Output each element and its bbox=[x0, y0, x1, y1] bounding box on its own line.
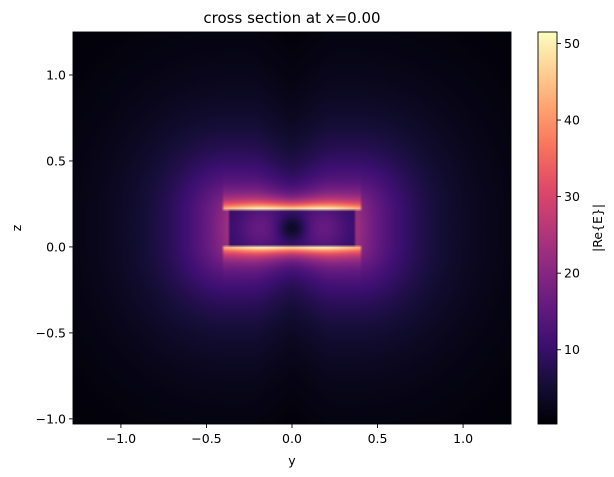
y-tick-label: 0.5 bbox=[46, 153, 66, 168]
colorbar-tick-label: 10 bbox=[564, 342, 580, 357]
x-tick-label: 1.0 bbox=[453, 431, 473, 446]
colorbar-tick-label: 40 bbox=[564, 113, 580, 128]
colorbar: 10 20 30 40 50 |Re{E}| bbox=[537, 31, 605, 425]
y-tick-label: 0.0 bbox=[46, 239, 66, 254]
colorbar-gradient bbox=[537, 31, 558, 425]
x-axis-ticks: −1.0 −0.5 0.0 0.5 1.0 bbox=[106, 424, 473, 446]
colorbar-label: |Re{E}| bbox=[590, 204, 605, 252]
x-tick-label: −1.0 bbox=[106, 431, 136, 446]
plot-area bbox=[73, 32, 511, 424]
y-tick-label: −0.5 bbox=[36, 325, 66, 340]
colorbar-tick-label: 50 bbox=[564, 36, 580, 51]
x-axis-label: y bbox=[288, 453, 296, 468]
chart-title: cross section at x=0.00 bbox=[203, 9, 380, 27]
y-axis-ticks: −1.0 −0.5 0.0 0.5 1.0 bbox=[36, 67, 73, 426]
x-tick-label: 0.0 bbox=[282, 431, 302, 446]
colorbar-tick-label: 20 bbox=[564, 266, 580, 281]
x-tick-label: 0.5 bbox=[368, 431, 388, 446]
y-tick-label: −1.0 bbox=[36, 411, 66, 426]
y-axis-label: z bbox=[9, 224, 24, 231]
y-tick-label: 1.0 bbox=[46, 67, 66, 82]
field-heatmap bbox=[73, 32, 511, 424]
colorbar-ticks: 10 20 30 40 50 bbox=[557, 36, 580, 357]
colorbar-tick-label: 30 bbox=[564, 189, 580, 204]
x-tick-label: −0.5 bbox=[191, 431, 221, 446]
